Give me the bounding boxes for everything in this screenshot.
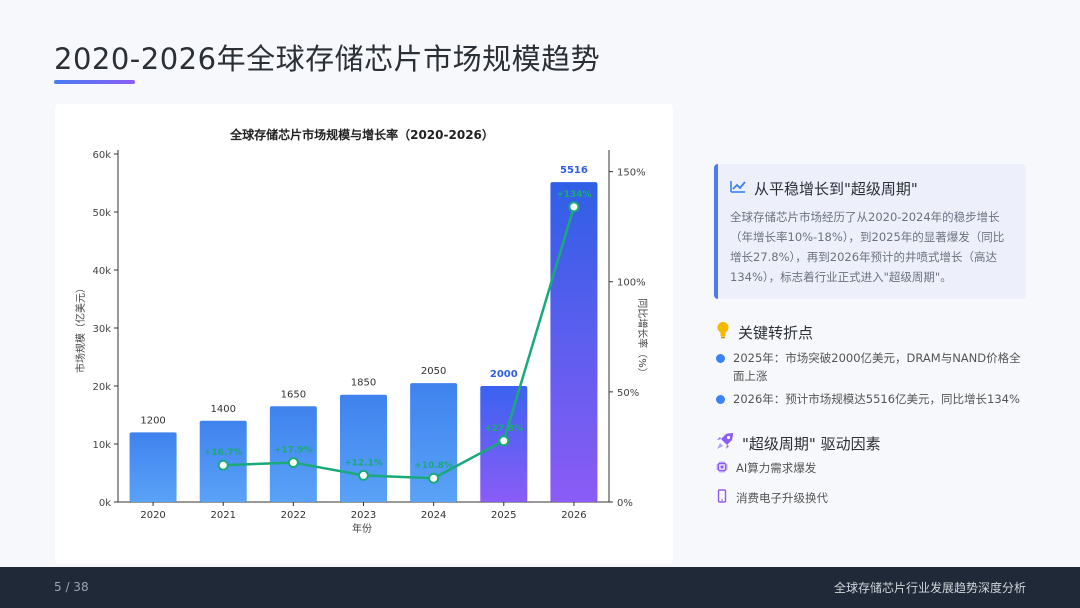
bar-value-label: 5516 bbox=[560, 165, 588, 176]
y-tick-label: 10k bbox=[92, 440, 111, 451]
list-item: AI算力需求爆发 bbox=[716, 460, 816, 476]
growth-line bbox=[223, 206, 576, 480]
bar bbox=[269, 406, 317, 502]
x-tick-label: 2026 bbox=[561, 510, 586, 521]
chip-icon bbox=[716, 461, 728, 476]
y2-tick-label: 150% bbox=[617, 168, 646, 179]
x-tick-label: 2025 bbox=[491, 510, 516, 521]
bar bbox=[129, 432, 177, 502]
insight-title: 从平稳增长到"超级周期" bbox=[754, 180, 918, 198]
chart-title: 全球存储芯片市场规模与增长率（2020-2026） bbox=[229, 127, 494, 142]
list-item: 2026年：预计市场规模达5516亿美元，同比增长134% bbox=[716, 390, 1026, 408]
y2-tick-label: 0% bbox=[617, 498, 633, 509]
x-tick-label: 2024 bbox=[421, 510, 446, 521]
chart-card: 全球存储芯片市场规模与增长率（2020-2026） 0k 10k 20k 30k 40k… bbox=[55, 104, 673, 564]
market-chart: 全球存储芯片市场规模与增长率（2020-2026） 0k 10k 20k 30k 40k… bbox=[74, 127, 649, 535]
slide-title: 2020-2026年全球存储芯片市场规模趋势 bbox=[54, 42, 601, 76]
bullet-dot bbox=[716, 354, 725, 363]
driver-label: AI算力需求爆发 bbox=[736, 461, 817, 475]
insight-card: 从平稳增长到"超级周期" 全球存储芯片市场经历了从2020-2024年的稳步增长… bbox=[714, 164, 1026, 299]
turning-point-text: 2025年：市场突破2000亿美元，DRAM与NAND价格全面上涨 bbox=[733, 351, 1021, 383]
y-tick-label: 40k bbox=[92, 266, 111, 277]
growth-point bbox=[217, 459, 229, 471]
insight-body: 全球存储芯片市场经历了从2020-2024年的稳步增长（年增长率10%-18%）… bbox=[730, 210, 1005, 284]
list-item: 2025年：市场突破2000亿美元，DRAM与NAND价格全面上涨 bbox=[716, 349, 1026, 385]
growth-point bbox=[568, 201, 580, 213]
bar-value-label: 1200 bbox=[140, 415, 165, 426]
growth-label: +134% bbox=[556, 190, 591, 200]
driver-label: 消费电子升级换代 bbox=[736, 490, 828, 505]
drivers-heading: "超级周期" 驱动因素 bbox=[716, 432, 881, 454]
growth-label: +10.8% bbox=[414, 461, 453, 471]
bullet-dot bbox=[716, 395, 725, 404]
lightbulb-icon bbox=[716, 321, 730, 343]
growth-label: +12.1% bbox=[344, 458, 383, 468]
chart-line-icon bbox=[730, 179, 746, 198]
y-tick-label: 20k bbox=[92, 382, 111, 393]
phone-icon bbox=[716, 489, 728, 506]
y-tick-label: 30k bbox=[92, 324, 111, 335]
turning-points-heading: 关键转折点 bbox=[716, 321, 813, 343]
y2-axis-label: 同比增长率（%） bbox=[636, 298, 649, 378]
bar bbox=[340, 394, 387, 502]
y-tick-label: 0k bbox=[99, 498, 111, 509]
turning-points-title: 关键转折点 bbox=[738, 323, 814, 342]
x-axis-label: 年份 bbox=[352, 522, 372, 535]
x-tick-label: 2021 bbox=[210, 510, 235, 521]
y-tick-label: 60k bbox=[92, 150, 111, 161]
footer-bar: 5 / 38 全球存储芯片行业发展趋势深度分析 bbox=[0, 567, 1080, 608]
bar bbox=[410, 383, 458, 502]
y-tick-label: 50k bbox=[92, 208, 111, 219]
rocket-icon bbox=[716, 432, 734, 454]
bar-value-label: 1650 bbox=[281, 389, 306, 400]
growth-point bbox=[428, 472, 440, 484]
x-tick-label: 2020 bbox=[140, 510, 165, 521]
y2-tick-label: 100% bbox=[617, 278, 646, 289]
bar-value-label: 1850 bbox=[351, 378, 376, 389]
y2-tick-label: 50% bbox=[617, 388, 639, 399]
x-tick-label: 2023 bbox=[351, 510, 376, 521]
list-item: 消费电子升级换代 bbox=[716, 489, 828, 506]
y-axis-label: 市场规模（亿美元） bbox=[74, 283, 87, 373]
turning-point-text: 2026年：预计市场规模达5516亿美元，同比增长134% bbox=[733, 392, 1020, 406]
bar-value-label: 2000 bbox=[490, 369, 518, 380]
growth-label: +16.7% bbox=[204, 448, 243, 458]
footer-caption: 全球存储芯片行业发展趋势深度分析 bbox=[833, 581, 1026, 595]
x-tick-label: 2022 bbox=[281, 510, 306, 521]
bar-value-label: 1400 bbox=[210, 404, 235, 415]
growth-point bbox=[287, 457, 299, 469]
drivers-title: "超级周期" 驱动因素 bbox=[742, 434, 881, 453]
bar bbox=[550, 182, 598, 502]
growth-label: +17.9% bbox=[274, 446, 313, 456]
bar-value-label: 2050 bbox=[421, 366, 446, 377]
growth-point bbox=[498, 435, 510, 447]
title-underline bbox=[54, 80, 135, 84]
page-number: 5 / 38 bbox=[54, 580, 89, 594]
growth-point bbox=[358, 469, 369, 481]
growth-label: +27.8% bbox=[484, 424, 523, 434]
